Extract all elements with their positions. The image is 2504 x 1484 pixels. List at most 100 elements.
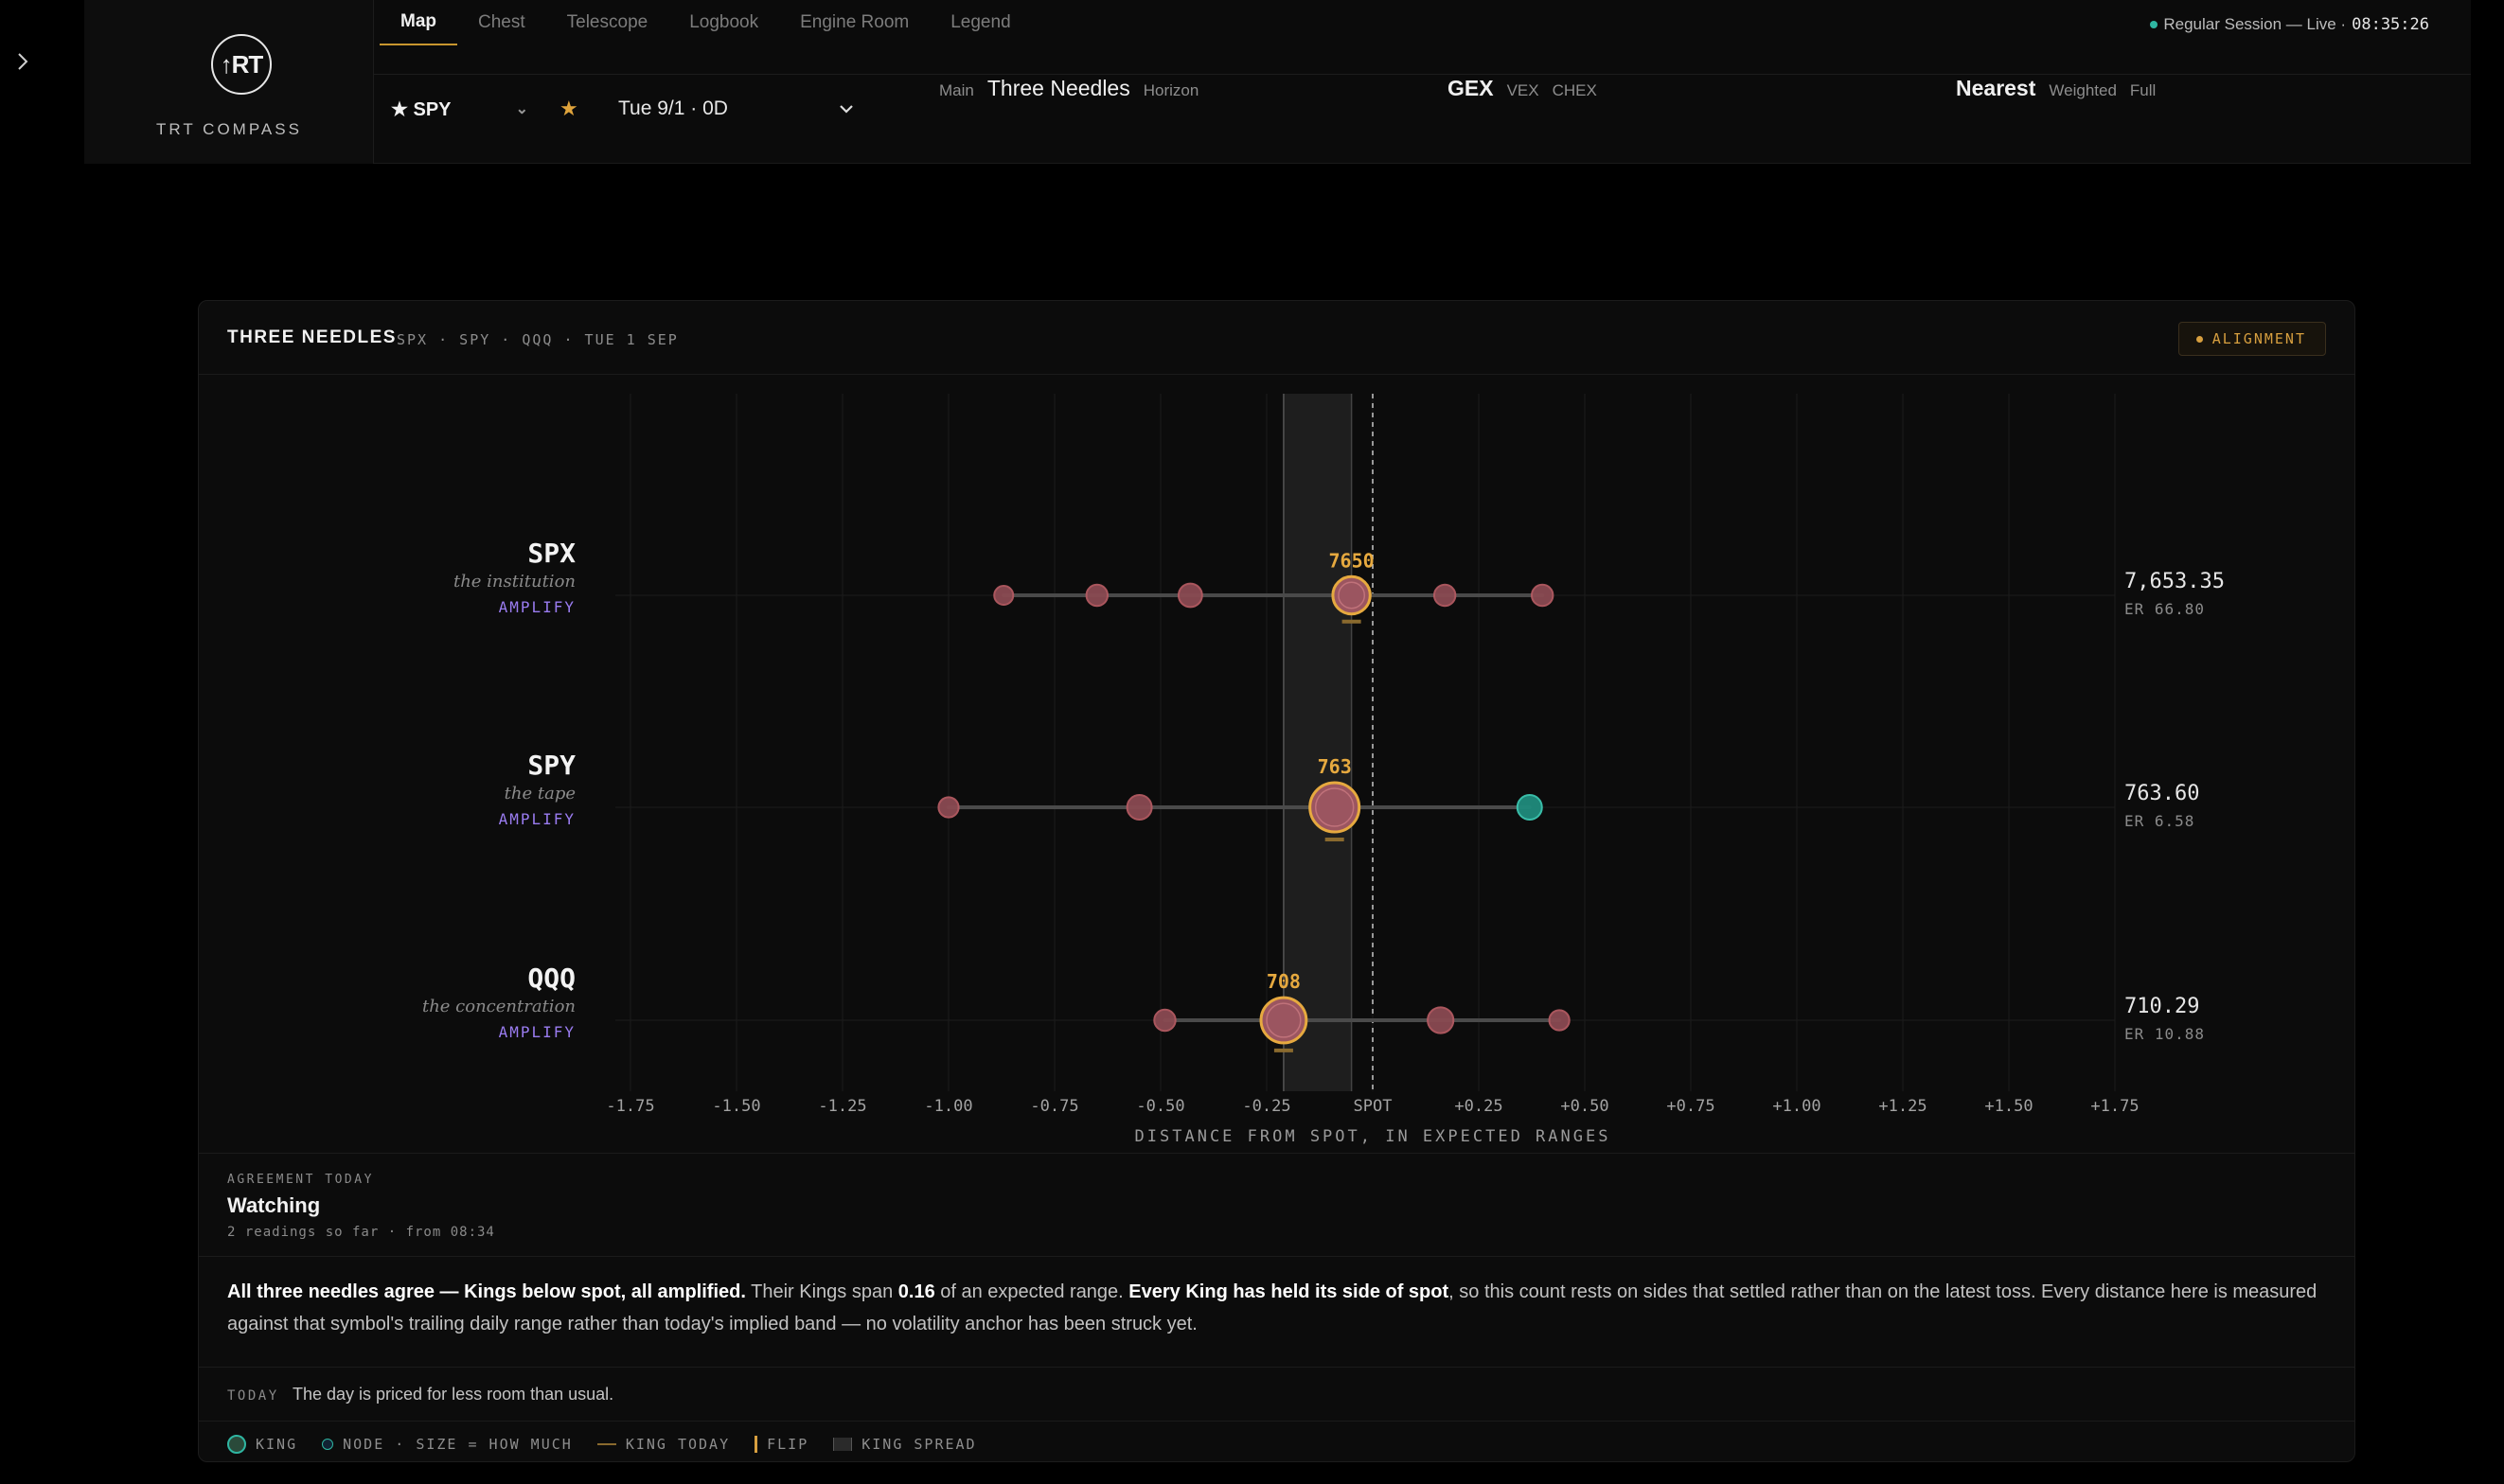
date-value: Tue 9/1 · 0D: [618, 97, 728, 119]
row-expected-range: ER 10.88: [2124, 1025, 2205, 1043]
legend-flip: FLIP: [755, 1436, 808, 1453]
node[interactable]: [1177, 582, 1203, 609]
x-tick-label: +1.00: [1772, 1097, 1820, 1116]
tab-engine-room[interactable]: Engine Room: [800, 12, 910, 32]
panel-subtitle: SPX · SPY · QQQ · TUE 1 SEP: [397, 331, 679, 348]
scope-selector: Nearest Weighted Full: [1956, 76, 2156, 142]
tab-map[interactable]: Map: [380, 0, 457, 45]
divider: [374, 74, 2471, 75]
row-mode: AMPLIFY: [499, 598, 576, 616]
x-tick-label: +0.25: [1454, 1097, 1502, 1116]
agreement-state: Watching: [227, 1193, 321, 1217]
king-node-inner: [1338, 581, 1366, 610]
legend-king-today: KING TODAY: [596, 1436, 730, 1453]
node[interactable]: [1153, 1008, 1177, 1033]
today-text: The day is priced for less room than usu…: [293, 1385, 614, 1404]
node[interactable]: [1432, 583, 1457, 608]
greek-option-vex[interactable]: VEX: [1506, 81, 1539, 99]
king-node-inner: [1314, 787, 1355, 827]
king-label: 763: [1318, 755, 1352, 778]
x-tick-label: -1.50: [712, 1097, 760, 1116]
tab-telescope[interactable]: Telescope: [566, 12, 648, 32]
tab-legend[interactable]: Legend: [950, 12, 1011, 32]
brand: ↑RT TRT COMPASS: [84, 0, 374, 164]
logo[interactable]: ↑RT: [211, 34, 272, 95]
scope-option-weighted[interactable]: Weighted: [2049, 81, 2117, 99]
needles-chart: -1.75 -1.50 -1.25 -1.00 -0.75 -0.50 -0.25 SPOT +…: [422, 394, 2225, 1146]
row-expected-range: ER 66.80: [2124, 600, 2205, 618]
panel-header: THREE NEEDLES SPX · SPY · QQQ · TUE 1 SE…: [199, 301, 2354, 375]
expand-sidebar-icon[interactable]: [13, 47, 32, 76]
x-tick-label: +0.75: [1666, 1097, 1714, 1116]
row-price: 763.60: [2124, 782, 2199, 805]
agreement-kicker: AGREEMENT TODAY: [227, 1173, 374, 1187]
node-positive[interactable]: [1516, 794, 1543, 821]
summary-lead: All three needles agree — Kings below sp…: [227, 1281, 746, 1302]
session-clock: 08:35:26: [2352, 15, 2429, 34]
x-tick-label: +1.25: [1878, 1097, 1927, 1116]
king-today-swatch-icon: [596, 1443, 616, 1445]
session-status: Regular Session — Live · 08:35:26: [2150, 15, 2429, 34]
x-tick-label: +0.50: [1560, 1097, 1608, 1116]
chevron-down-icon: [840, 105, 853, 114]
row-price: 710.29: [2124, 995, 2199, 1018]
king-label: 7650: [1329, 549, 1375, 572]
king-node[interactable]: [1308, 781, 1361, 834]
row-price: 7,653.35: [2124, 570, 2225, 593]
agreement-section: AGREEMENT TODAY Watching 2 readings so f…: [199, 1153, 2354, 1257]
symbol-select[interactable]: ★ SPY ⌄: [391, 76, 528, 142]
scope-option-full[interactable]: Full: [2129, 81, 2157, 99]
legend-king-spread: KING SPREAD: [833, 1436, 976, 1453]
legend-node: NODE · SIZE = HOW MUCH: [322, 1436, 573, 1453]
row-symbol: SPX: [527, 538, 576, 569]
three-needles-panel: THREE NEEDLES SPX · SPY · QQQ · TUE 1 SE…: [198, 300, 2355, 1462]
greek-option-chex[interactable]: CHEX: [1552, 81, 1597, 99]
node[interactable]: [1085, 583, 1109, 608]
top-bar: ↑RT TRT COMPASS Map Chest Telescope Logb…: [84, 0, 2471, 164]
row-symbol: SPY: [527, 750, 576, 781]
node[interactable]: [1126, 794, 1153, 821]
alignment-badge[interactable]: ALIGNMENT: [2177, 322, 2326, 356]
greek-option-gex[interactable]: GEX: [1447, 76, 1494, 100]
x-tick-label: +1.50: [1984, 1097, 2033, 1116]
panel-title: THREE NEEDLES: [227, 327, 397, 347]
brand-name: TRT COMPASS: [156, 120, 302, 138]
node[interactable]: [1531, 583, 1554, 608]
favorite-star-icon[interactable]: ★: [559, 97, 578, 120]
row-description: the tape: [505, 784, 576, 804]
node[interactable]: [1548, 1009, 1571, 1032]
logo-text: ↑RT: [220, 49, 264, 79]
scope-option-nearest[interactable]: Nearest: [1956, 76, 2036, 100]
live-dot-icon: [2150, 21, 2158, 28]
legend: KING NODE · SIZE = HOW MUCH KING TODAY F…: [227, 1432, 977, 1457]
node[interactable]: [937, 796, 960, 819]
view-option-three-needles[interactable]: Three Needles: [986, 76, 1130, 100]
tab-logbook[interactable]: Logbook: [689, 12, 759, 32]
node[interactable]: [1427, 1006, 1455, 1034]
x-tick-label: -0.50: [1136, 1097, 1184, 1116]
view-option-main[interactable]: Main: [939, 81, 974, 99]
x-tick-label: -0.25: [1242, 1097, 1290, 1116]
summary-span-value: 0.16: [897, 1281, 935, 1302]
legend-label: FLIP: [767, 1436, 809, 1453]
view-option-horizon[interactable]: Horizon: [1143, 81, 1199, 99]
x-tick-label: +1.75: [2090, 1097, 2139, 1116]
x-axis-title: DISTANCE FROM SPOT, IN EXPECTED RANGES: [1135, 1127, 1611, 1146]
row-expected-range: ER 6.58: [2124, 812, 2194, 830]
king-label: 708: [1267, 970, 1301, 993]
legend-label: KING: [256, 1436, 298, 1453]
row-description: the concentration: [422, 997, 576, 1016]
date-select[interactable]: Tue 9/1 · 0D: [618, 76, 855, 142]
x-tick-label: -0.75: [1030, 1097, 1078, 1116]
x-tick-label: -1.25: [818, 1097, 866, 1116]
tab-chest[interactable]: Chest: [478, 12, 525, 32]
today-section: TODAY The day is priced for less room th…: [199, 1367, 2354, 1422]
summary-part: , so this count rests on sides that sett…: [227, 1281, 2318, 1334]
node[interactable]: [993, 585, 1015, 606]
king-spread-swatch-icon: [833, 1438, 853, 1451]
king-node-inner: [1266, 1002, 1302, 1038]
row-symbol: QQQ: [527, 963, 576, 994]
king-node[interactable]: [1259, 996, 1308, 1045]
agreement-meta: 2 readings so far · from 08:34: [227, 1225, 495, 1240]
today-kicker: TODAY: [227, 1388, 279, 1404]
